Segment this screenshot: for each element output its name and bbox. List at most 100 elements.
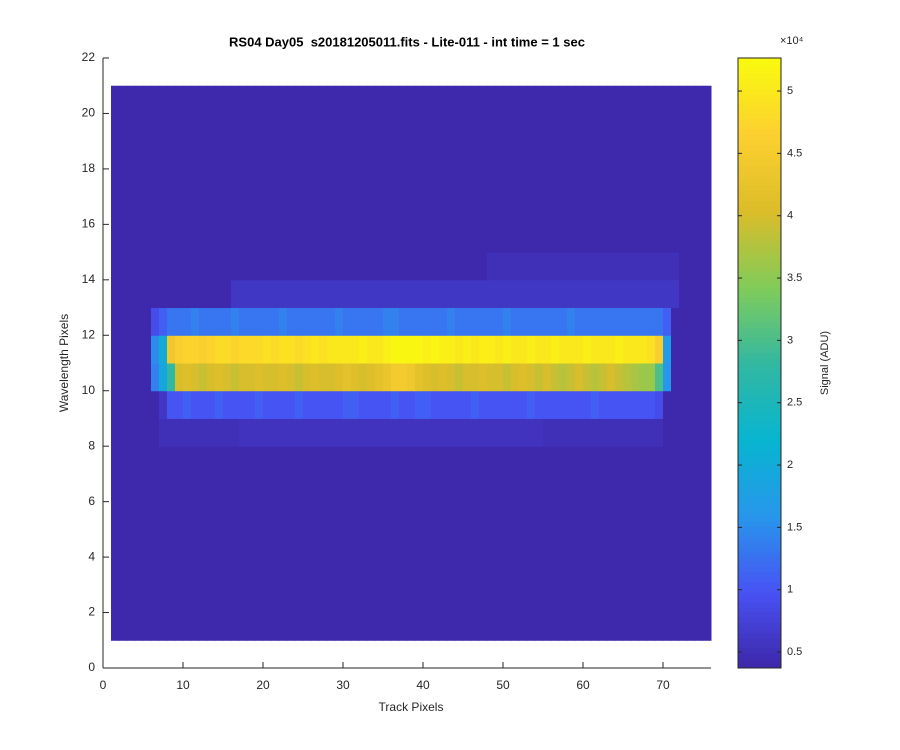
heatmap-cell <box>423 390 432 419</box>
heatmap-cell <box>591 446 600 475</box>
heatmap-cell <box>423 418 432 447</box>
heatmap-cell <box>255 529 264 558</box>
y-tick-label: 20 <box>82 106 96 120</box>
colorbar-swatch <box>738 612 781 618</box>
heatmap-cell <box>391 446 400 475</box>
heatmap-cell <box>639 390 648 419</box>
heatmap-cell <box>175 279 184 309</box>
heatmap-cell <box>431 224 440 253</box>
heatmap-cell <box>463 446 472 475</box>
heatmap-cell <box>455 529 464 558</box>
heatmap-cell <box>463 224 472 253</box>
heatmap-cell <box>503 363 512 392</box>
heatmap-cell <box>119 196 128 225</box>
heatmap-cell <box>111 390 120 419</box>
heatmap-cell <box>543 390 552 419</box>
heatmap-cell <box>167 196 176 225</box>
heatmap-cell <box>511 307 520 336</box>
colorbar-swatch <box>738 540 781 547</box>
heatmap-cell <box>183 307 192 336</box>
heatmap-cell <box>615 196 624 225</box>
heatmap-cell <box>223 168 232 198</box>
heatmap-cell <box>343 473 352 503</box>
heatmap-cell <box>319 335 328 364</box>
heatmap-cell <box>279 473 288 503</box>
y-tick-label: 22 <box>82 50 96 64</box>
heatmap-cell <box>607 529 616 558</box>
heatmap-cell <box>655 279 664 309</box>
heatmap-cell <box>415 446 424 475</box>
heatmap-cell <box>591 224 600 253</box>
heatmap-cell <box>151 584 160 614</box>
heatmap-cell <box>559 390 568 419</box>
heatmap-cell <box>167 141 176 170</box>
heatmap-cell <box>535 307 544 336</box>
heatmap-cell <box>615 612 624 641</box>
heatmap-cell <box>703 279 712 309</box>
heatmap-cell <box>599 529 608 558</box>
heatmap-cell <box>335 446 344 475</box>
heatmap-cell <box>447 168 456 198</box>
heatmap-cell <box>399 612 408 641</box>
heatmap-cell <box>439 363 448 392</box>
heatmap-cell <box>575 557 584 586</box>
heatmap-cell <box>215 85 224 114</box>
heatmap-cell <box>615 252 624 281</box>
heatmap-cell <box>623 307 632 336</box>
heatmap-cell <box>319 501 328 530</box>
heatmap-cell <box>639 584 648 614</box>
heatmap-cell <box>231 224 240 253</box>
heatmap-cell <box>191 390 200 419</box>
heatmap-cell <box>383 85 392 114</box>
heatmap-cell <box>623 335 632 364</box>
y-tick-label: 12 <box>82 327 96 341</box>
heatmap-cell <box>671 113 680 142</box>
heatmap-cell <box>439 335 448 364</box>
heatmap-cell <box>487 446 496 475</box>
heatmap-cell <box>167 307 176 336</box>
heatmap-cell <box>591 85 600 114</box>
heatmap-cell <box>151 196 160 225</box>
heatmap-cell <box>631 446 640 475</box>
heatmap-cell <box>391 584 400 614</box>
heatmap-cell <box>343 335 352 364</box>
heatmap-cell <box>151 141 160 170</box>
heatmap-cell <box>375 612 384 641</box>
heatmap-cell <box>367 612 376 641</box>
heatmap-cell <box>487 141 496 170</box>
heatmap-cell <box>175 224 184 253</box>
heatmap-cell <box>447 529 456 558</box>
heatmap-cell <box>447 279 456 309</box>
heatmap-cell <box>351 141 360 170</box>
heatmap-cell <box>575 279 584 309</box>
heatmap-cell <box>199 141 208 170</box>
heatmap-cell <box>351 307 360 336</box>
heatmap-cell <box>679 224 688 253</box>
heatmap-cell <box>591 307 600 336</box>
heatmap-cell <box>663 168 672 198</box>
colorbar-swatch <box>738 632 781 638</box>
heatmap-cell <box>343 141 352 170</box>
heatmap-cell <box>647 85 656 114</box>
heatmap-cell <box>199 335 208 364</box>
heatmap-cell <box>687 501 696 530</box>
y-tick-label: 16 <box>82 217 96 231</box>
heatmap-cell <box>455 501 464 530</box>
heatmap-cell <box>623 279 632 309</box>
heatmap-cell <box>295 473 304 503</box>
heatmap-cell <box>575 113 584 142</box>
heatmap-cell <box>127 612 136 641</box>
heatmap-cell <box>199 279 208 309</box>
heatmap-cell <box>319 390 328 419</box>
heatmap-cell <box>263 363 272 392</box>
heatmap-cell <box>703 584 712 614</box>
heatmap-cell <box>415 584 424 614</box>
heatmap-cell <box>271 529 280 558</box>
heatmap-cell <box>599 501 608 530</box>
heatmap-cell <box>631 113 640 142</box>
heatmap-cell <box>127 196 136 225</box>
heatmap-cell <box>407 529 416 558</box>
heatmap-cell <box>143 113 152 142</box>
heatmap-cell <box>399 446 408 475</box>
heatmap-cell <box>471 529 480 558</box>
